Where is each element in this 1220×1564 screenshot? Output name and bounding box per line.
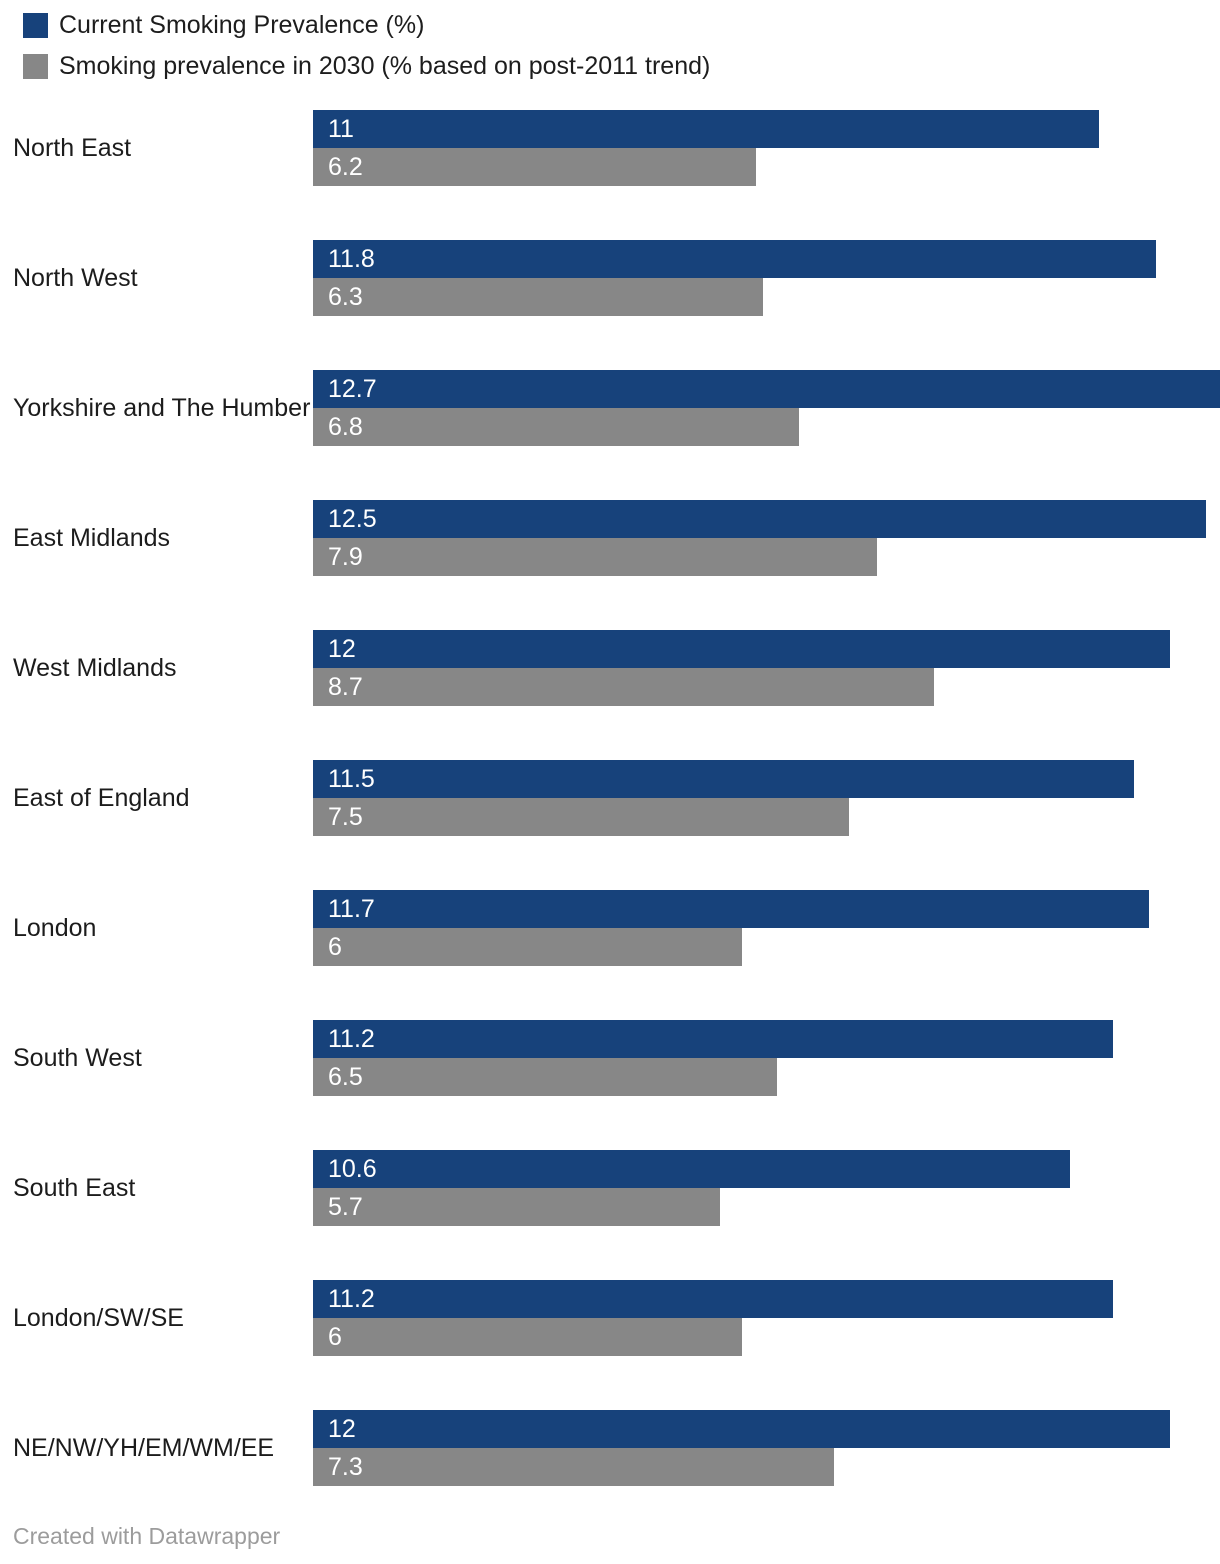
legend-swatch-current [23, 12, 48, 38]
legend: Current Smoking Prevalence (%) Smoking p… [23, 11, 710, 93]
bar-group: 11.7 6 [313, 890, 1220, 966]
bar-current: 11.5 [313, 760, 1135, 798]
row-label: East of England [13, 783, 190, 812]
bar-2030-value: 6.5 [328, 1062, 363, 1091]
row-label: North East [13, 133, 132, 162]
chart-row: East of England 11.5 7.5 [0, 733, 1220, 863]
row-label: London/SW/SE [13, 1303, 184, 1332]
bar-group: 11.8 6.3 [313, 240, 1220, 316]
bar-current-value: 11.7 [328, 894, 375, 923]
footer-credit: Created with Datawrapper [13, 1523, 281, 1549]
bar-current-value: 12.5 [328, 504, 377, 533]
bar-2030: 5.7 [313, 1188, 721, 1226]
bar-group: 12.7 6.8 [313, 370, 1220, 446]
bar-2030-value: 6.8 [328, 412, 363, 441]
bar-current-value: 12 [328, 1414, 356, 1443]
bar-2030: 6 [313, 1318, 742, 1356]
legend-label-current: Current Smoking Prevalence (%) [59, 10, 425, 39]
chart-row: North West 11.8 6.3 [0, 213, 1220, 343]
bar-current: 12.7 [313, 370, 1220, 408]
bar-2030-value: 6.2 [328, 152, 363, 181]
bar-current: 11.8 [313, 240, 1156, 278]
chart-row: London 11.7 6 [0, 863, 1220, 993]
bar-2030-value: 8.7 [328, 672, 363, 701]
row-label: North West [13, 263, 138, 292]
chart-row: South East 10.6 5.7 [0, 1123, 1220, 1253]
bar-current: 10.6 [313, 1150, 1071, 1188]
bar-group: 11.2 6 [313, 1280, 1220, 1356]
legend-row-2030: Smoking prevalence in 2030 (% based on p… [23, 52, 710, 80]
row-label: Yorkshire and The Humber [13, 393, 311, 422]
bar-current-value: 11.2 [328, 1024, 375, 1053]
bar-group: 10.6 5.7 [313, 1150, 1220, 1226]
chart-rows: North East 11 6.2 North West 11.8 6.3 Yo… [0, 83, 1220, 1513]
row-label: West Midlands [13, 653, 177, 682]
bar-current-value: 12.7 [328, 374, 377, 403]
bar-2030: 6.5 [313, 1058, 778, 1096]
bar-2030-value: 6.3 [328, 282, 363, 311]
chart-row: Yorkshire and The Humber 12.7 6.8 [0, 343, 1220, 473]
bar-group: 12 8.7 [313, 630, 1220, 706]
bar-2030-value: 5.7 [328, 1192, 363, 1221]
bar-current: 11 [313, 110, 1099, 148]
bar-group: 11 6.2 [313, 110, 1220, 186]
bar-current: 12.5 [313, 500, 1206, 538]
bar-current-value: 10.6 [328, 1154, 377, 1183]
bar-2030-value: 7.5 [328, 802, 363, 831]
bar-group: 11.2 6.5 [313, 1020, 1220, 1096]
legend-row-current: Current Smoking Prevalence (%) [23, 11, 710, 39]
bar-2030: 6.2 [313, 148, 756, 186]
bar-2030: 6.3 [313, 278, 763, 316]
chart-row: East Midlands 12.5 7.9 [0, 473, 1220, 603]
bar-2030: 6 [313, 928, 742, 966]
bar-current: 11.2 [313, 1280, 1113, 1318]
bar-current: 12 [313, 630, 1170, 668]
bar-2030-value: 7.3 [328, 1452, 363, 1481]
bar-current-value: 11.2 [328, 1284, 375, 1313]
chart-row: West Midlands 12 8.7 [0, 603, 1220, 733]
bar-2030: 6.8 [313, 408, 799, 446]
row-label: East Midlands [13, 523, 171, 552]
row-label: South East [13, 1173, 136, 1202]
bar-group: 11.5 7.5 [313, 760, 1220, 836]
row-label: NE/NW/YH/EM/WM/EE [13, 1433, 275, 1462]
bar-2030-value: 6 [328, 1322, 342, 1351]
chart-row: North East 11 6.2 [0, 83, 1220, 213]
bar-current-value: 11 [328, 114, 354, 143]
legend-label-2030: Smoking prevalence in 2030 (% based on p… [59, 51, 711, 80]
legend-swatch-2030 [23, 53, 48, 79]
bar-2030: 7.3 [313, 1448, 835, 1486]
bar-2030: 8.7 [313, 668, 935, 706]
bar-2030: 7.9 [313, 538, 878, 576]
bar-current-value: 11.5 [328, 764, 375, 793]
bar-current: 11.2 [313, 1020, 1113, 1058]
bar-group: 12 7.3 [313, 1410, 1220, 1486]
bar-2030-value: 7.9 [328, 542, 363, 571]
bar-2030: 7.5 [313, 798, 849, 836]
row-label: London [13, 913, 97, 942]
bar-2030-value: 6 [328, 932, 342, 961]
bar-current-value: 12 [328, 634, 356, 663]
bar-current-value: 11.8 [328, 244, 375, 273]
chart-row: NE/NW/YH/EM/WM/EE 12 7.3 [0, 1383, 1220, 1513]
chart-row: London/SW/SE 11.2 6 [0, 1253, 1220, 1383]
bar-current: 12 [313, 1410, 1170, 1448]
row-label: South West [13, 1043, 142, 1072]
bar-current: 11.7 [313, 890, 1149, 928]
bar-group: 12.5 7.9 [313, 500, 1220, 576]
chart-row: South West 11.2 6.5 [0, 993, 1220, 1123]
